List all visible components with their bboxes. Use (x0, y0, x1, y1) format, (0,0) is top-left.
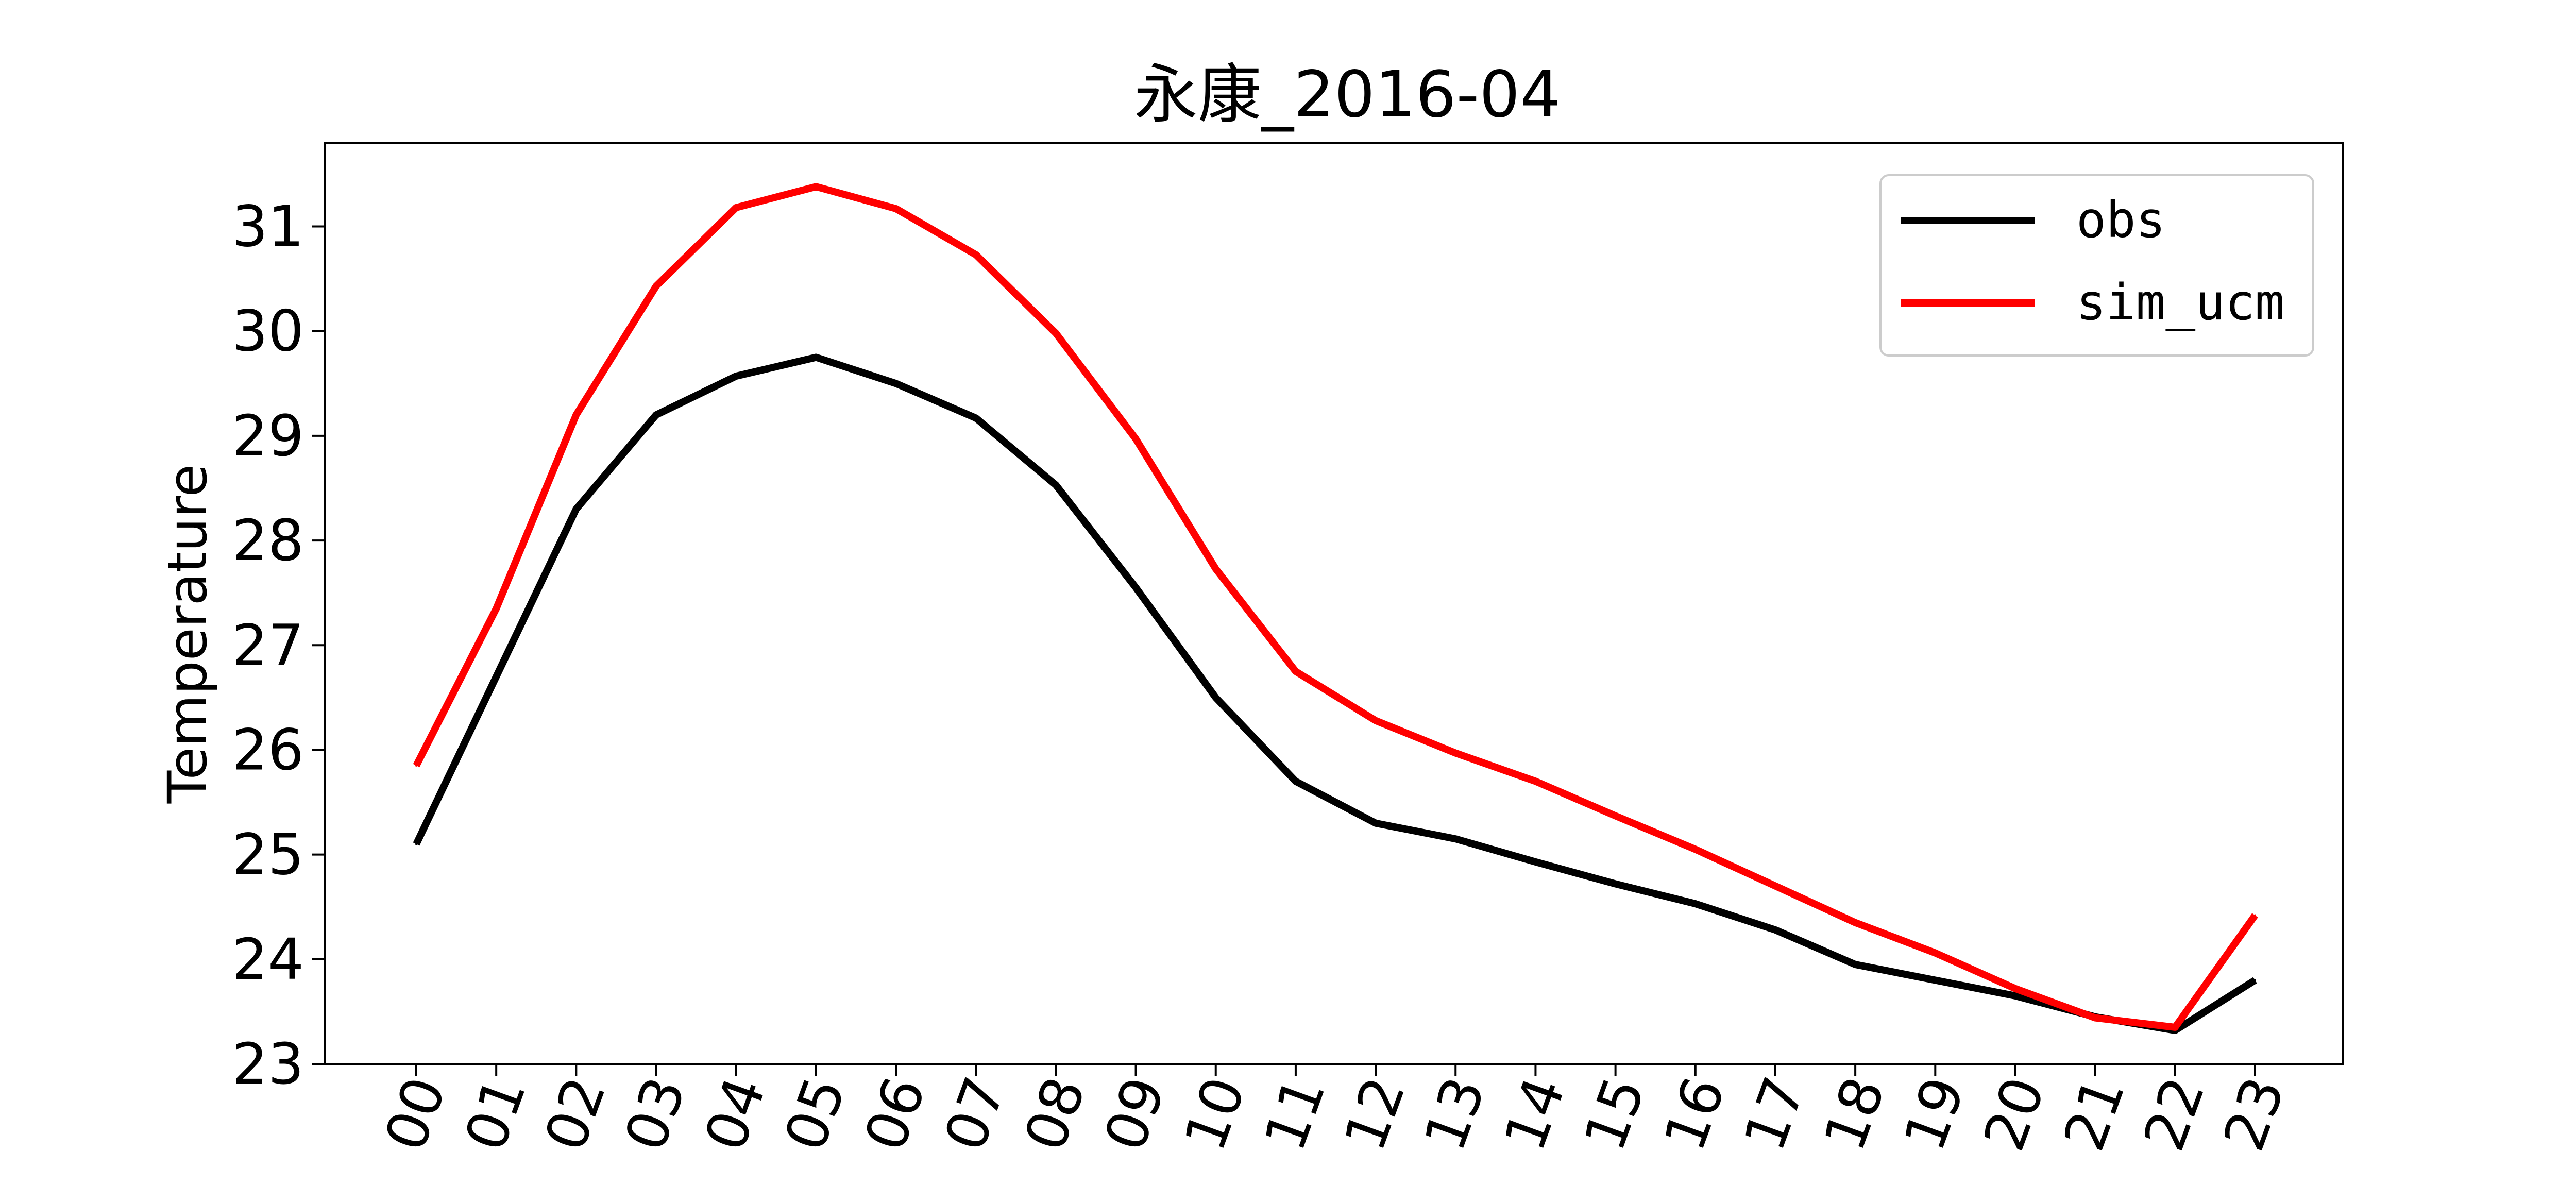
data-point-sim-ucm (415, 764, 417, 767)
series-line-sim-ucm (413, 183, 2258, 1031)
data-point-obs (1055, 484, 1057, 486)
y-tick-label: 27 (232, 612, 304, 678)
data-point-obs (495, 675, 498, 678)
data-point-sim-ucm (1134, 438, 1137, 441)
data-point-obs (415, 843, 417, 845)
data-point-sim-ucm (495, 607, 498, 610)
data-point-obs (1375, 822, 1377, 824)
y-axis-label: Temperature (156, 464, 219, 804)
y-tick-label: 24 (232, 926, 304, 992)
y-tick-label: 29 (232, 403, 304, 469)
data-point-sim-ucm (1214, 567, 1217, 570)
data-point-obs (1694, 903, 1697, 905)
y-tick-label: 25 (232, 822, 304, 888)
y-tick-label: 31 (232, 194, 304, 260)
data-point-obs (1454, 838, 1457, 840)
data-point-sim-ucm (1534, 780, 1537, 783)
data-point-sim-ucm (2174, 1026, 2176, 1028)
data-point-sim-ucm (1055, 332, 1057, 334)
y-tick-label: 26 (232, 717, 304, 783)
data-point-obs (975, 417, 977, 419)
data-point-obs (1214, 696, 1217, 699)
data-point-sim-ucm (975, 253, 977, 256)
data-point-sim-ucm (575, 414, 578, 416)
data-point-sim-ucm (815, 185, 817, 188)
series-line-obs (413, 353, 2257, 1034)
y-tick-label: 30 (232, 298, 304, 364)
data-point-sim-ucm (1774, 885, 1776, 887)
data-point-sim-ucm (1614, 815, 1617, 817)
data-point-sim-ucm (1375, 719, 1377, 722)
data-point-obs (815, 356, 817, 359)
data-point-obs (1294, 780, 1297, 783)
data-point-sim-ucm (1454, 752, 1457, 754)
data-point-sim-ucm (1694, 848, 1697, 851)
plot-frame (324, 142, 2344, 1065)
data-point-obs (1134, 586, 1137, 589)
data-point-sim-ucm (1934, 952, 1937, 954)
y-tick-label: 23 (232, 1031, 304, 1097)
data-point-sim-ucm (735, 206, 737, 209)
data-point-sim-ucm (2014, 987, 2016, 990)
data-point-sim-ucm (2254, 914, 2256, 917)
data-point-sim-ucm (895, 208, 897, 210)
data-point-obs (655, 414, 657, 416)
data-point-obs (1534, 860, 1537, 863)
data-point-obs (1774, 928, 1776, 931)
legend-label-obs: obs (2076, 191, 2165, 249)
data-point-obs (895, 382, 897, 385)
legend-label-sim-ucm: sim_ucm (2076, 274, 2285, 331)
data-point-obs (575, 508, 578, 511)
chart-title: 永康_2016-04 (1134, 58, 1561, 132)
y-tick-label: 28 (232, 507, 304, 573)
data-point-obs (1934, 979, 1937, 981)
data-point-obs (1854, 963, 1857, 966)
data-point-sim-ucm (655, 285, 657, 287)
data-point-obs (1614, 883, 1617, 885)
data-point-obs (2254, 979, 2256, 981)
data-point-sim-ucm (2094, 1017, 2096, 1019)
data-point-sim-ucm (1294, 670, 1297, 673)
data-point-sim-ucm (1854, 921, 1857, 924)
data-point-obs (2014, 994, 2016, 997)
data-point-obs (735, 375, 737, 378)
